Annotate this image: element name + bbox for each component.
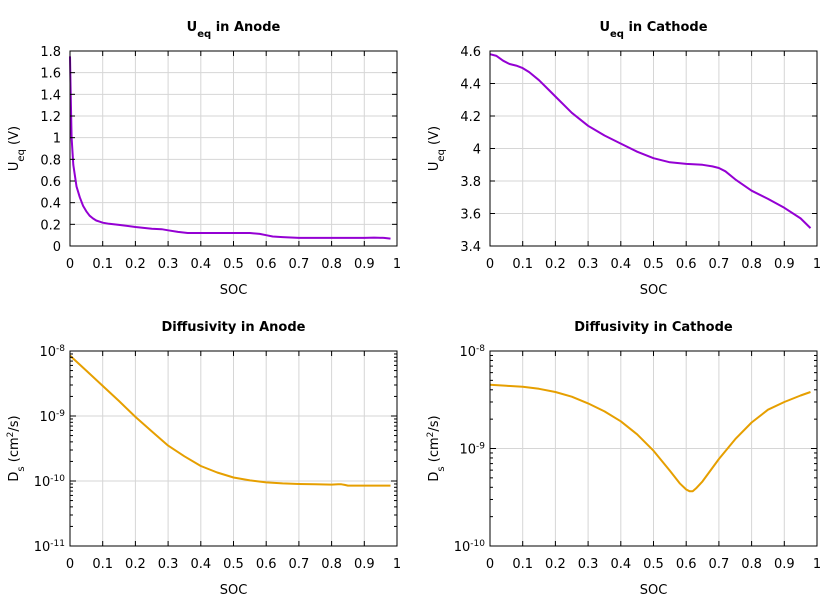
x-tick-label: 0.6 bbox=[256, 257, 277, 272]
y-tick-label: 0.6 bbox=[40, 175, 61, 190]
y-tick-label: 10-9 bbox=[459, 442, 485, 458]
x-tick-label: 0.9 bbox=[354, 257, 375, 272]
x-tick-label: 1 bbox=[813, 257, 821, 272]
x-tick-label: 0.8 bbox=[741, 257, 762, 272]
y-tick-label: 4.4 bbox=[460, 78, 481, 93]
x-tick-label: 0.5 bbox=[223, 557, 244, 572]
x-tick-label: 0.4 bbox=[190, 257, 211, 272]
x-tick-label: 0.1 bbox=[512, 557, 533, 572]
y-tick-label: 3.8 bbox=[460, 175, 481, 190]
x-tick-label: 0.2 bbox=[545, 257, 566, 272]
x-tick-label: 0.8 bbox=[741, 557, 762, 572]
x-tick-label: 0.3 bbox=[158, 257, 179, 272]
x-tick-label: 0.6 bbox=[256, 557, 277, 572]
x-tick-label: 0.9 bbox=[774, 557, 795, 572]
chart-panel-ueq-cathode: 0 0.1 0.2 0.3 0.4 0.5 0.6 0.7 0.8 0.9 1 3.4 3.6 3.8 4 4… bbox=[427, 20, 821, 298]
y-axis-label: Ds (cm2/s) bbox=[6, 415, 27, 481]
y-tick-label: 10-9 bbox=[39, 409, 65, 425]
x-tick-label: 0.3 bbox=[578, 257, 599, 272]
x-tick-label: 0.7 bbox=[709, 257, 730, 272]
x-tick-label: 0.9 bbox=[774, 257, 795, 272]
x-tick-label: 1 bbox=[813, 557, 821, 572]
y-tick-label: 1.6 bbox=[40, 67, 61, 82]
y-tick-label: 4.2 bbox=[460, 110, 481, 125]
chart-panel-diffusivity-anode: 0 0.1 0.2 0.3 0.4 0.5 0.6 0.7 0.8 0.9 1 10-11 10-10 1… bbox=[6, 320, 401, 598]
x-tick-label: 0.9 bbox=[354, 557, 375, 572]
x-axis-label: SOC bbox=[640, 583, 668, 598]
x-tick-label: 0 bbox=[486, 257, 494, 272]
x-tick-label: 0.5 bbox=[643, 557, 664, 572]
x-tick-label: 0.4 bbox=[190, 557, 211, 572]
x-tick-label: 0.4 bbox=[610, 257, 631, 272]
y-tick-label: 1.4 bbox=[40, 88, 61, 103]
y-tick-label: 4 bbox=[473, 143, 481, 158]
y-tick-label: 0 bbox=[53, 240, 61, 255]
y-tick-label: 0.2 bbox=[40, 218, 61, 233]
x-tick-label: 1 bbox=[393, 557, 401, 572]
x-tick-label: 0.8 bbox=[321, 557, 342, 572]
x-axis-label: SOC bbox=[220, 583, 248, 598]
x-tick-label: 0.3 bbox=[158, 557, 179, 572]
x-tick-label: 0.7 bbox=[289, 257, 310, 272]
y-tick-label: 10-8 bbox=[459, 344, 485, 360]
chart-title: Ueq in Anode bbox=[187, 20, 281, 40]
y-tick-label: 10-11 bbox=[34, 539, 65, 555]
chart-title: Ueq in Cathode bbox=[599, 20, 707, 40]
y-axis-label: Ueq (V) bbox=[7, 126, 27, 171]
y-tick-label: 3.6 bbox=[460, 208, 481, 223]
y-tick-label: 10-8 bbox=[39, 344, 65, 360]
chart-title: Diffusivity in Cathode bbox=[574, 320, 733, 335]
x-tick-label: 0.8 bbox=[321, 257, 342, 272]
x-tick-label: 0.1 bbox=[512, 257, 533, 272]
y-tick-label: 4.6 bbox=[460, 45, 481, 60]
x-tick-label: 0.6 bbox=[676, 257, 697, 272]
x-tick-label: 1 bbox=[393, 257, 401, 272]
x-tick-label: 0 bbox=[486, 557, 494, 572]
x-tick-label: 0.4 bbox=[610, 557, 631, 572]
x-tick-label: 0 bbox=[66, 257, 74, 272]
x-tick-label: 0.6 bbox=[676, 557, 697, 572]
chart-panel-diffusivity-cathode: 0 0.1 0.2 0.3 0.4 0.5 0.6 0.7 0.8 0.9 1 10-10 10-9 10… bbox=[426, 320, 821, 598]
y-axis-label: Ds (cm2/s) bbox=[426, 415, 447, 481]
x-tick-label: 0.1 bbox=[92, 257, 113, 272]
y-tick-label: 10-10 bbox=[454, 539, 486, 555]
x-tick-label: 0.2 bbox=[545, 557, 566, 572]
x-tick-label: 0.7 bbox=[289, 557, 310, 572]
series-line bbox=[489, 53, 812, 229]
series-line bbox=[69, 56, 391, 240]
series-line bbox=[69, 354, 391, 487]
x-tick-label: 0.1 bbox=[92, 557, 113, 572]
y-tick-label: 1 bbox=[53, 132, 61, 147]
x-tick-label: 0.2 bbox=[125, 257, 146, 272]
x-tick-label: 0.5 bbox=[223, 257, 244, 272]
y-tick-label: 3.4 bbox=[460, 240, 481, 255]
x-tick-label: 0 bbox=[66, 557, 74, 572]
y-tick-label: 0.8 bbox=[40, 153, 61, 168]
x-tick-label: 0.3 bbox=[578, 557, 599, 572]
y-tick-label: 0.4 bbox=[40, 197, 61, 212]
series-line bbox=[489, 383, 811, 493]
x-tick-label: 0.5 bbox=[643, 257, 664, 272]
y-tick-label: 1.8 bbox=[40, 45, 61, 60]
x-tick-label: 0.7 bbox=[709, 557, 730, 572]
y-axis-label: Ueq (V) bbox=[427, 126, 447, 171]
x-axis-label: SOC bbox=[220, 283, 248, 298]
y-tick-label: 1.2 bbox=[40, 110, 61, 125]
chart-title: Diffusivity in Anode bbox=[162, 320, 306, 335]
x-axis-label: SOC bbox=[640, 283, 668, 298]
y-tick-label: 10-10 bbox=[34, 474, 66, 490]
x-tick-label: 0.2 bbox=[125, 557, 146, 572]
chart-panel-ueq-anode: 0 0.1 0.2 0.3 0.4 0.5 0.6 0.7 0.8 0.9 1 0 0.2 0.4 0.6 0… bbox=[7, 20, 401, 298]
